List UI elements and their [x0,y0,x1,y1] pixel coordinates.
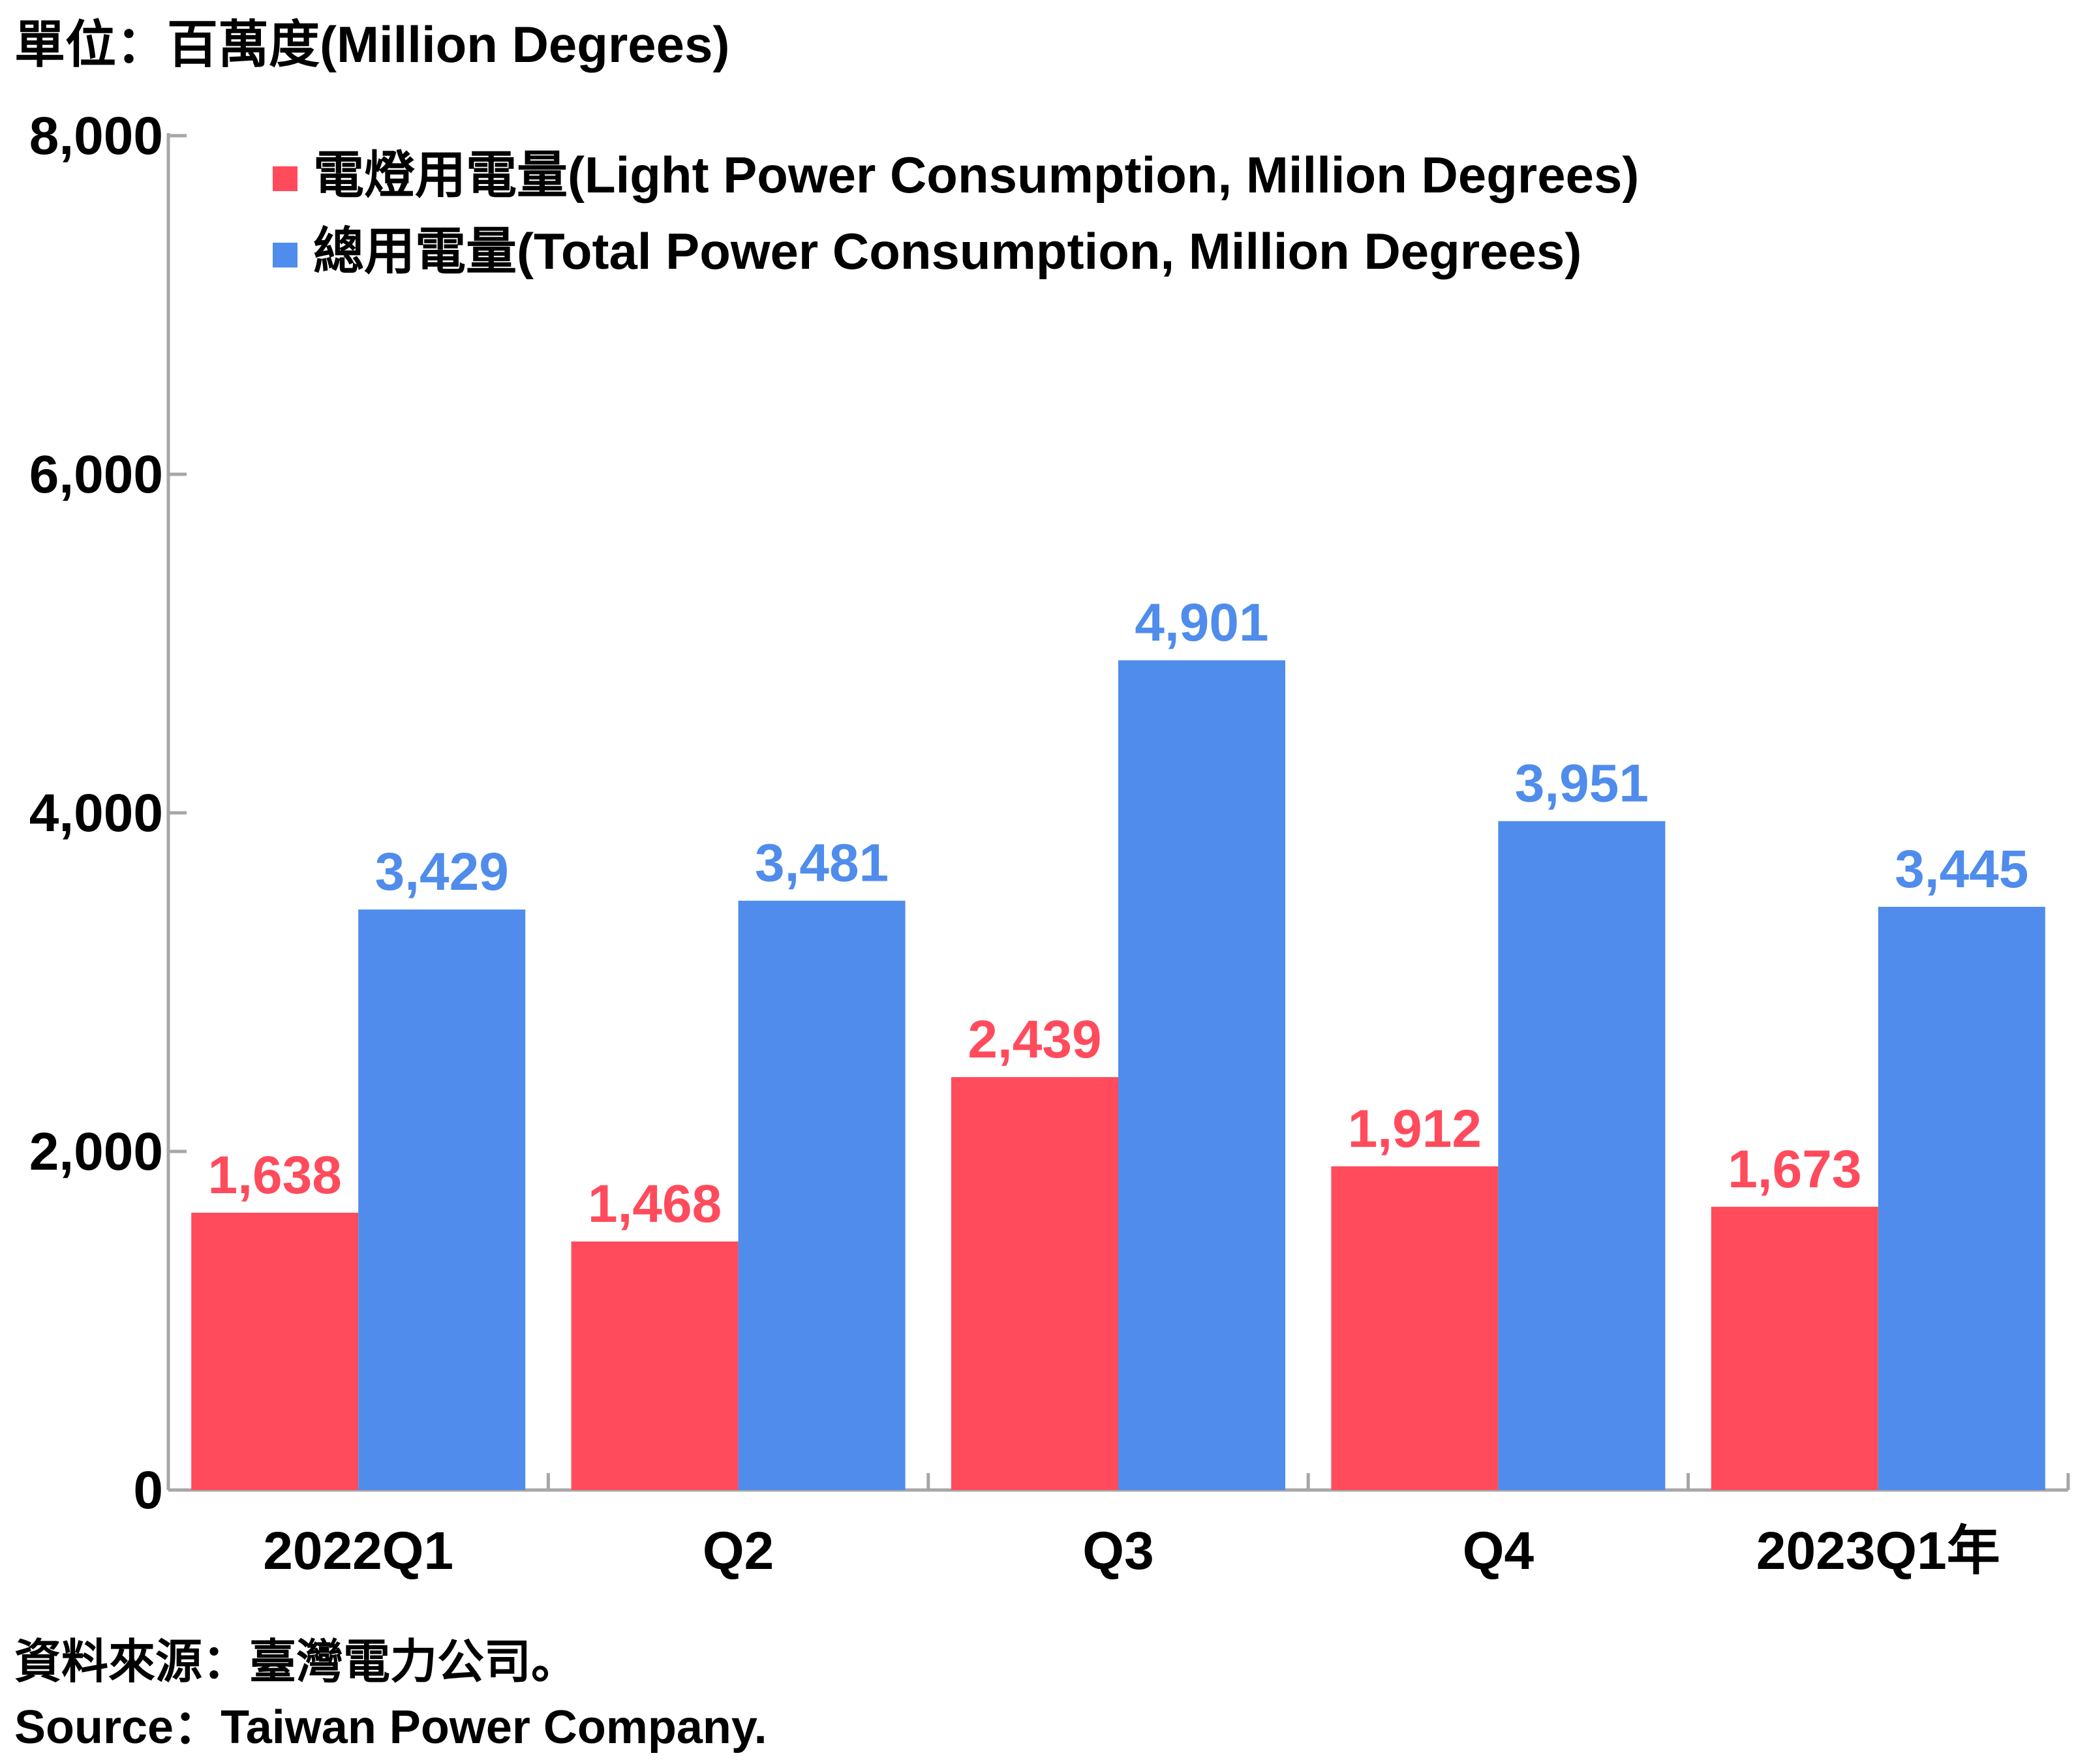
axis-group: 0 2,000 4,000 6,000 8,000 2022Q1 Q2 Q3 Q4 2023Q1年 [29,106,2070,1581]
light-bar [191,1212,359,1490]
total-legend-swatch [273,243,298,267]
total-bar [1878,907,2045,1490]
total-value-label: 3,951 [1515,754,1649,814]
total-legend-label: 總用電量(Total Power Consumption, Million De… [313,222,1581,280]
light-value-label: 1,468 [588,1174,722,1234]
x-tick-label: Q2 [703,1521,774,1581]
total-bar [358,909,526,1490]
light-bar [571,1241,739,1490]
legend: 電燈用電量(Light Power Consumption, Million D… [273,146,1639,280]
light-bar [1711,1206,1878,1490]
light-value-label: 1,673 [1728,1140,1861,1199]
unit-label: 單位：百萬度(Million Degrees) [14,16,729,73]
light-bar [1331,1166,1499,1490]
total-value-label: 4,901 [1135,593,1268,652]
y-tick-label: 4,000 [29,783,163,843]
x-tick-label: 2022Q1 [263,1521,453,1581]
y-tick-label: 0 [133,1461,163,1520]
x-tick-label: 2023Q1年 [1756,1521,2000,1581]
total-value-label: 3,481 [755,834,889,893]
light-legend-label: 電燈用電量(Light Power Consumption, Million D… [313,146,1639,204]
light-bar [951,1077,1118,1490]
total-bar [1498,821,1666,1490]
x-tick-label: Q4 [1463,1521,1534,1581]
y-tick-label: 2,000 [29,1122,163,1181]
source-en: Source：Taiwan Power Company. [14,1701,767,1754]
bars-group [191,660,2045,1491]
light-legend-swatch [273,166,298,191]
y-tick-label: 6,000 [29,445,163,504]
x-tick-label: Q3 [1082,1521,1153,1581]
total-value-label: 3,429 [375,842,509,902]
total-bar [1118,660,1285,1491]
total-bar [738,900,906,1490]
light-value-label: 1,638 [208,1146,342,1205]
source-zh: 資料來源：臺灣電力公司。 [14,1636,578,1688]
light-value-label: 2,439 [968,1010,1101,1069]
light-value-label: 1,912 [1348,1099,1482,1159]
data-labels-group: 1,638 3,429 1,468 3,481 2,439 4,901 1,912 3,951… [208,593,2029,1234]
total-value-label: 3,445 [1895,840,2028,899]
y-tick-label: 8,000 [29,106,163,166]
